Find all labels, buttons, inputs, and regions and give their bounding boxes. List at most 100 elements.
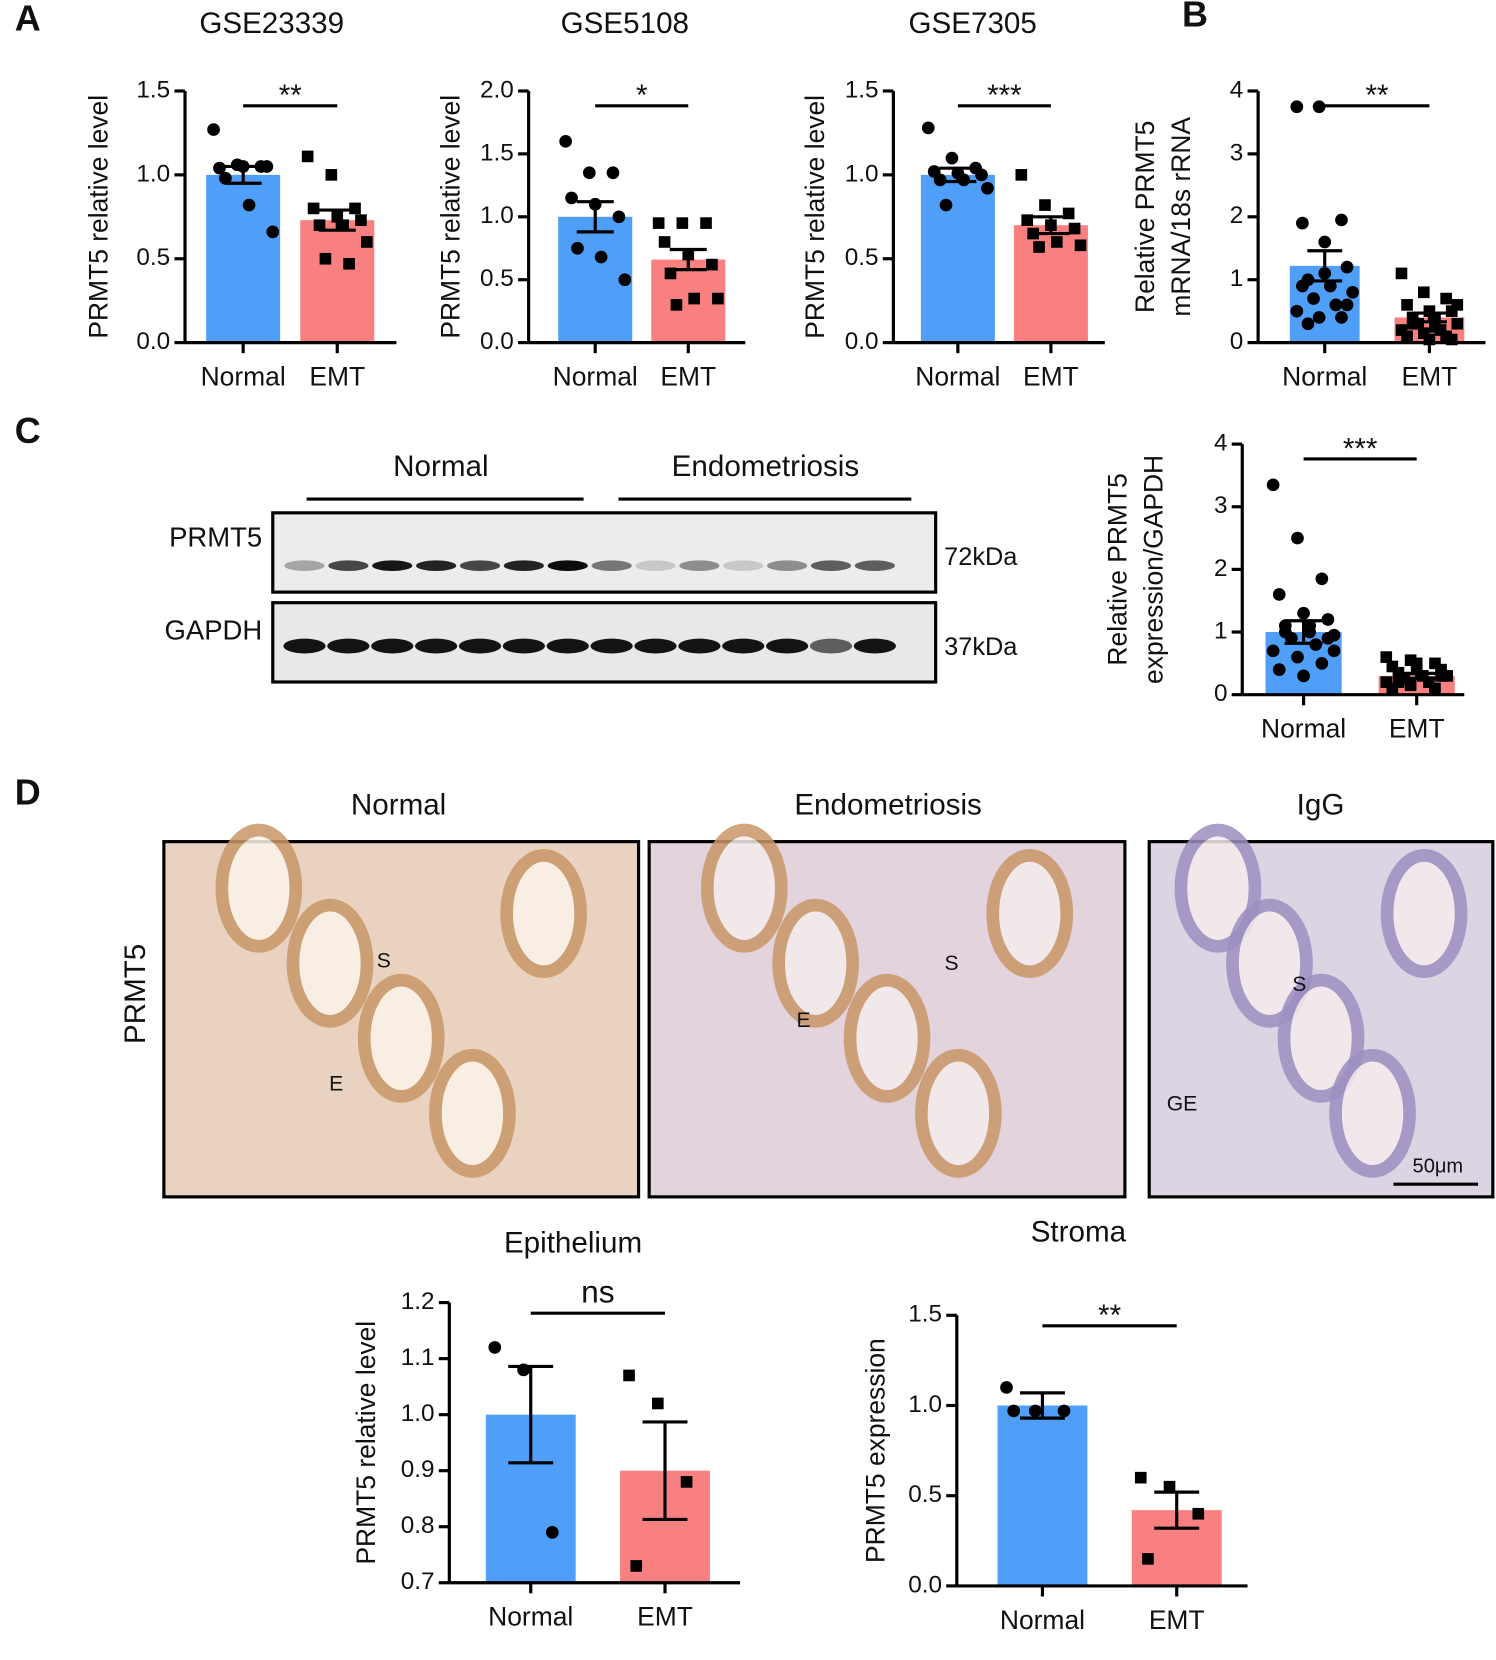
panel-label: D [15, 772, 41, 813]
histo-label: S [1292, 973, 1306, 996]
data-point [1057, 1404, 1071, 1418]
data-point [680, 1476, 693, 1488]
band [765, 638, 809, 654]
data-point [1410, 663, 1423, 676]
gland [1226, 898, 1313, 1028]
y-tick-label: 1.5 [480, 139, 514, 166]
data-point [706, 258, 718, 271]
y-tick-label: 0.7 [401, 1568, 435, 1595]
data-point [1380, 651, 1393, 663]
data-point [349, 202, 361, 215]
data-point [1007, 1404, 1021, 1418]
blot-row-label: PRMT5 [169, 522, 262, 553]
blot-size: 72kDa [944, 543, 1018, 571]
data-point [1335, 213, 1348, 227]
data-point [652, 1397, 664, 1410]
data-point [559, 134, 572, 148]
band [502, 638, 546, 654]
chart-title: GSE5108 [561, 7, 689, 40]
data-point [1392, 676, 1405, 688]
data-point [1404, 654, 1417, 667]
gland [500, 849, 587, 979]
x-tick-label: EMT [1389, 714, 1445, 744]
band [546, 638, 589, 654]
gland [772, 898, 860, 1028]
data-point [1290, 304, 1304, 318]
data-point [1340, 298, 1354, 312]
gland [843, 973, 931, 1103]
data-point [1062, 207, 1075, 220]
histology: S E S E S GE 50μm [162, 823, 1495, 1199]
x-tick-label: EMT [1402, 362, 1458, 392]
y-tick-label: 0.0 [845, 328, 879, 355]
data-point [1296, 279, 1309, 293]
panel-label: B [1182, 0, 1208, 34]
band [590, 638, 633, 654]
data-point [1321, 613, 1335, 626]
data-point [1163, 1480, 1176, 1493]
data-point [1440, 292, 1452, 305]
data-point [1312, 311, 1326, 324]
significance: * [636, 79, 648, 112]
data-point [1423, 676, 1435, 688]
y-tick-label: 0.5 [136, 244, 170, 271]
significance: ns [581, 1274, 614, 1310]
significance: *** [1343, 432, 1378, 465]
data-point [1401, 330, 1413, 343]
x-tick-label: Normal [1000, 1605, 1085, 1635]
data-point [623, 1369, 635, 1382]
y-tick-label: 1.5 [136, 76, 170, 103]
data-point [1192, 1507, 1205, 1520]
histo-title: Endometriosis [794, 789, 982, 822]
data-point [921, 121, 935, 135]
histo-title: IgG [1297, 789, 1345, 822]
data-point [319, 252, 332, 265]
gland [357, 973, 445, 1103]
panel-label: C [15, 410, 41, 451]
data-point [1297, 606, 1310, 620]
y-axis-label: Relative PRMT5 [1103, 473, 1133, 665]
data-point [1429, 311, 1441, 324]
data-point [242, 198, 256, 212]
data-point [213, 161, 226, 175]
data-point [266, 225, 280, 239]
y-tick-label: 1.5 [845, 76, 879, 103]
data-point [1404, 679, 1417, 692]
data-point [565, 191, 578, 205]
band [459, 560, 501, 571]
data-point [1291, 650, 1304, 664]
y-tick-label: 4 [1214, 430, 1228, 457]
band [635, 560, 676, 571]
data-point [1033, 241, 1045, 253]
data-point [313, 219, 326, 232]
band [416, 560, 457, 571]
data-point [1401, 299, 1413, 311]
y-axis-label: mRNA/18s rRNA [1166, 117, 1196, 317]
data-point [945, 151, 959, 165]
y-axis-label: expression/GAPDH [1139, 455, 1169, 684]
significance: ** [1366, 79, 1390, 112]
band [723, 560, 764, 571]
band [458, 638, 502, 654]
data-point [1290, 100, 1304, 114]
x-tick-label: Normal [201, 362, 286, 392]
bar [920, 174, 995, 343]
data-point [1429, 657, 1441, 670]
y-tick-label: 1 [1214, 617, 1228, 644]
data-point [325, 169, 338, 181]
data-point [1451, 317, 1464, 330]
band [809, 638, 853, 654]
data-point [1410, 657, 1423, 670]
chart-title: Stroma [1031, 1216, 1127, 1249]
y-tick-label: 2.0 [480, 76, 514, 103]
data-point [545, 1525, 559, 1539]
gland [700, 823, 788, 953]
band [854, 560, 895, 571]
gland [1277, 973, 1365, 1103]
gland [286, 898, 374, 1028]
data-point [1423, 305, 1436, 317]
band [810, 560, 852, 571]
x-tick-label: EMT [309, 362, 365, 392]
y-tick-label: 4 [1230, 76, 1244, 103]
data-point [1296, 216, 1309, 230]
